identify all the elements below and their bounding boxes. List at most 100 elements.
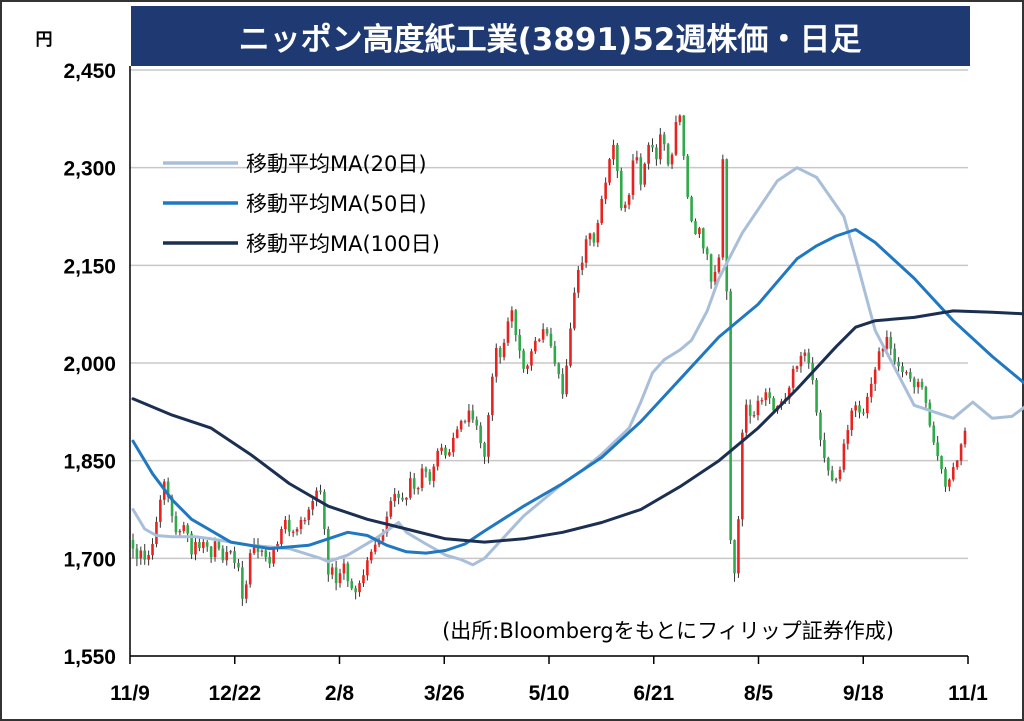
- candle-body: [537, 339, 541, 341]
- candle-body: [530, 351, 533, 366]
- candle-body: [955, 460, 959, 468]
- candle-body: [655, 147, 658, 160]
- candle-body: [565, 365, 568, 395]
- candle-body: [561, 374, 564, 395]
- candle-body: [694, 221, 697, 235]
- candle-body: [756, 400, 760, 416]
- candle-body: [869, 383, 873, 397]
- candle-body: [198, 542, 201, 548]
- candle-body: [526, 365, 529, 369]
- candle-body: [174, 516, 178, 533]
- candle-body: [487, 415, 490, 457]
- moving-average-line-ma20: [131, 166, 1024, 567]
- candle-body: [951, 467, 955, 480]
- candle-body: [471, 410, 475, 420]
- candle-body: [412, 478, 416, 489]
- candle-body: [881, 348, 885, 352]
- legend-label-ma20: 移動平均MA(20日): [246, 152, 427, 176]
- candle-body: [936, 442, 939, 457]
- candle-body: [354, 588, 357, 593]
- candle-body: [428, 471, 432, 481]
- candle-body: [202, 542, 205, 548]
- candle-body: [940, 456, 943, 470]
- candle-body: [424, 468, 428, 472]
- candle-body: [662, 134, 666, 145]
- candle-body: [643, 163, 646, 185]
- candle-body: [217, 541, 221, 549]
- candle-body: [510, 310, 514, 322]
- candle-body: [596, 223, 600, 243]
- x-tick-label: 11/9: [110, 682, 150, 705]
- candle-body: [963, 430, 967, 445]
- candle-body: [358, 583, 361, 593]
- candle-body: [170, 497, 174, 517]
- candle-body: [350, 581, 354, 589]
- candle-body: [151, 544, 154, 556]
- candle-body: [311, 501, 314, 510]
- candle-body: [155, 521, 158, 545]
- candle-body: [635, 157, 639, 161]
- candle-body: [463, 420, 467, 423]
- candle-body: [674, 122, 678, 155]
- y-axis-tick-labels: 2,450 2,300 2,150 2,000 1,850 1,700 1,550: [63, 60, 116, 669]
- candle-body: [709, 254, 713, 282]
- candle-body: [287, 519, 291, 532]
- candle-body: [389, 501, 393, 517]
- candle-body: [541, 329, 545, 340]
- candle-body: [131, 540, 135, 549]
- candle-body: [260, 550, 264, 552]
- candle-body: [299, 519, 303, 530]
- candle-body: [647, 144, 650, 164]
- candle-body: [576, 269, 580, 293]
- candle-body: [139, 550, 143, 559]
- candle-body: [651, 144, 654, 148]
- candle-body: [135, 548, 139, 559]
- candle-body: [209, 546, 213, 558]
- candle-body: [928, 402, 932, 426]
- candle-body: [600, 198, 604, 224]
- candle-body: [764, 392, 768, 401]
- candle-body: [787, 387, 791, 399]
- y-tick-label: 1,700: [63, 548, 116, 571]
- candle-body: [252, 544, 256, 554]
- candle-body: [248, 553, 252, 585]
- candle-body: [744, 404, 748, 433]
- candle-body: [455, 429, 459, 438]
- y-tick-label: 1,850: [63, 451, 116, 474]
- candle-body: [342, 563, 346, 574]
- candle-body: [205, 542, 209, 547]
- candle-body: [666, 144, 670, 165]
- candle-body: [948, 479, 951, 487]
- x-tick-label: 9/18: [843, 682, 884, 705]
- x-tick-label: 8/5: [744, 682, 774, 705]
- candle-body: [846, 430, 850, 444]
- candle-body: [213, 541, 217, 558]
- candle-body: [338, 573, 342, 584]
- candle-body: [284, 519, 287, 530]
- chart-title: ニッポン高度紙工業(3891)52週株価・日足: [239, 22, 862, 58]
- candle-body: [795, 366, 799, 369]
- candle-body: [678, 115, 682, 123]
- candle-body: [705, 248, 709, 255]
- candle-body: [592, 233, 596, 243]
- candle-body: [147, 555, 150, 560]
- candle-body: [924, 387, 928, 403]
- candle-body: [690, 196, 693, 222]
- candle-body: [346, 563, 350, 582]
- candle-body: [912, 378, 916, 388]
- candle-body: [502, 342, 506, 358]
- moving-average-lines: [131, 166, 1024, 567]
- candle-body: [166, 481, 170, 498]
- y-tick-label: 2,150: [63, 255, 116, 278]
- candle-body: [905, 372, 908, 374]
- candle-body: [768, 392, 771, 399]
- candle-body: [327, 529, 330, 575]
- candle-body: [475, 419, 479, 426]
- candle-body: [405, 497, 408, 500]
- candle-body: [619, 170, 623, 209]
- candle-body: [194, 542, 197, 555]
- candle-body: [627, 195, 631, 205]
- candle-body: [897, 361, 900, 367]
- candle-body: [752, 415, 756, 417]
